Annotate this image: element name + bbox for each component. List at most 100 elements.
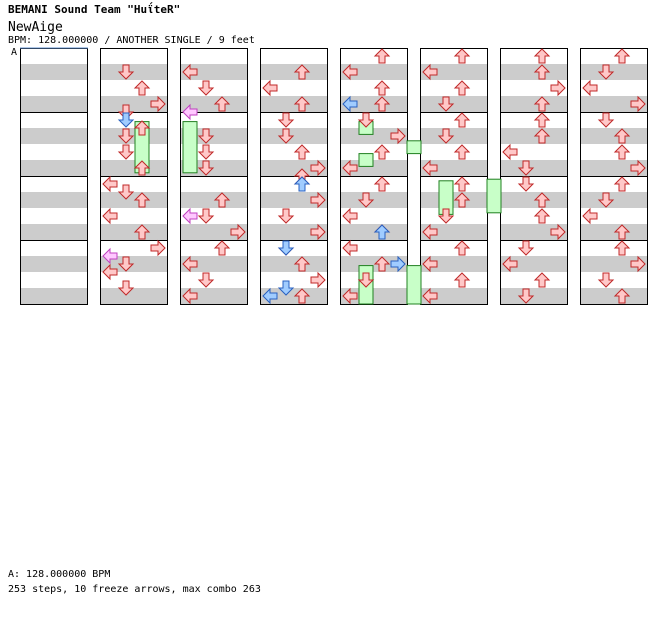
step-arrow: [277, 128, 295, 144]
step-arrow: [150, 239, 166, 257]
step-arrow: [550, 79, 566, 97]
step-arrow: [342, 159, 358, 177]
step-arrow: [133, 224, 151, 240]
measure-stripe: [100, 96, 168, 112]
step-arrow: [422, 63, 438, 81]
measure-stripe: [180, 96, 248, 112]
measure-stripe: [100, 192, 168, 208]
step-arrow: [102, 175, 118, 193]
measure-stripe: [20, 64, 88, 80]
step-arrow: [517, 176, 535, 192]
step-arrow: [453, 240, 471, 256]
step-arrow: [517, 288, 535, 304]
measure-stripe: [180, 256, 248, 272]
step-arrow: [293, 256, 311, 272]
step-arrow: [453, 272, 471, 288]
step-arrow: [373, 80, 391, 96]
measure-stripe: [20, 224, 88, 240]
measure-stripe: [500, 128, 568, 144]
step-arrow: [310, 271, 326, 289]
step-arrow: [453, 192, 471, 208]
measure-stripe: [420, 128, 488, 144]
step-arrow: [293, 64, 311, 80]
measure-stripe: [180, 224, 248, 240]
step-arrow-blue: [117, 112, 135, 128]
measure-stripe: [500, 288, 568, 304]
step-arrow: [437, 128, 455, 144]
measure-stripe: [260, 160, 328, 176]
step-arrow: [533, 64, 551, 80]
measure-stripe: [500, 256, 568, 272]
measure-stripe: [20, 256, 88, 272]
step-arrow: [453, 144, 471, 160]
step-arrow: [517, 240, 535, 256]
step-arrow: [533, 208, 551, 224]
step-arrow: [630, 255, 646, 273]
measure-stripe: [500, 224, 568, 240]
step-arrow: [613, 288, 631, 304]
step-arrow-pink: [102, 247, 118, 265]
step-arrow: [533, 96, 551, 112]
measure-box: [100, 240, 168, 305]
step-arrow: [310, 191, 326, 209]
step-arrow: [390, 127, 406, 145]
bpm-legend: A: 128.000000 BPM: [8, 569, 111, 580]
step-arrow: [357, 272, 375, 288]
step-arrow: [117, 256, 135, 272]
step-arrow: [373, 144, 391, 160]
step-arrow: [342, 239, 358, 257]
measure-stripe: [100, 288, 168, 304]
step-arrow: [373, 48, 391, 64]
step-arrow: [182, 255, 198, 273]
step-arrow: [613, 240, 631, 256]
measure-stripe: [340, 96, 408, 112]
measure-box: [580, 240, 648, 305]
measure-stripe: [580, 256, 648, 272]
step-arrow: [453, 176, 471, 192]
step-arrow: [533, 272, 551, 288]
step-arrow-pink: [182, 103, 198, 121]
measure-stripe: [340, 256, 408, 272]
measure-stripe: [180, 192, 248, 208]
freeze-arrow: [358, 153, 374, 167]
measure-stripe: [580, 64, 648, 80]
step-arrow: [133, 120, 151, 136]
step-arrow: [582, 207, 598, 225]
step-arrow-blue: [277, 240, 295, 256]
measure-stripe: [260, 192, 328, 208]
measure-stripe: [260, 64, 328, 80]
freeze-arrow: [486, 178, 502, 214]
measure-stripe: [420, 64, 488, 80]
measure-stripe: [20, 128, 88, 144]
step-arrow: [422, 159, 438, 177]
step-arrow: [293, 288, 311, 304]
step-arrow: [342, 207, 358, 225]
step-arrow: [342, 63, 358, 81]
step-chart: [20, 47, 648, 305]
measure-box: [500, 240, 568, 305]
step-arrow: [133, 192, 151, 208]
measure-stripe: [260, 128, 328, 144]
measure-stripe: [100, 224, 168, 240]
step-arrow: [582, 79, 598, 97]
step-arrow: [453, 48, 471, 64]
step-arrow: [197, 128, 215, 144]
measure-stripe: [500, 64, 568, 80]
step-arrow: [437, 96, 455, 112]
step-arrow: [150, 95, 166, 113]
step-arrow: [422, 223, 438, 241]
step-arrow: [213, 240, 231, 256]
step-arrow: [197, 272, 215, 288]
measure-stripe: [420, 160, 488, 176]
measure-stripe: [340, 64, 408, 80]
step-arrow: [197, 208, 215, 224]
measure-stripe: [580, 128, 648, 144]
measure-stripe: [20, 96, 88, 112]
measure-stripe: [100, 64, 168, 80]
step-arrow: [277, 208, 295, 224]
step-arrow: [197, 144, 215, 160]
step-arrow: [373, 96, 391, 112]
measure-stripe: [420, 96, 488, 112]
measure-stripe: [580, 192, 648, 208]
step-arrow: [533, 128, 551, 144]
